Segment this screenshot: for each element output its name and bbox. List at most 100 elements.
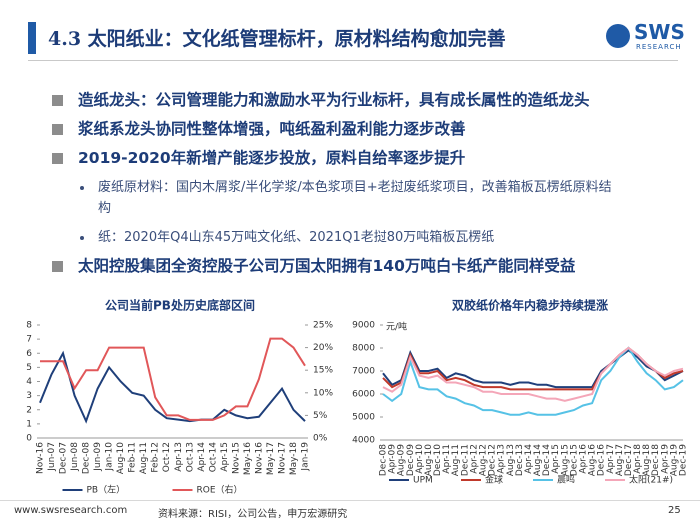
y-tick-label: 6000 bbox=[352, 390, 375, 400]
x-tick-label: May-18 bbox=[289, 442, 299, 475]
x-tick-label: Apr-12 bbox=[469, 444, 479, 474]
header-title: 4.3 太阳纸业：文化纸管理标杆，原材料结构愈加完善 bbox=[48, 28, 506, 50]
header-bar bbox=[28, 22, 36, 54]
x-tick-label: Aug-19 bbox=[669, 444, 679, 477]
legend-label: 晨鸣 bbox=[557, 474, 575, 486]
x-tick-label: Apr-13 bbox=[174, 442, 184, 472]
x-tick-label: Apr-11 bbox=[442, 444, 452, 474]
x-tick-label: Nov-15 bbox=[231, 442, 241, 474]
x-tick-label: Dec-16 bbox=[597, 444, 607, 476]
y-tick-label: 4 bbox=[26, 377, 32, 387]
bullet-list: 造纸龙头：公司管理能力和激励水平为行业标杆，具有成长属性的造纸龙头 浆纸系龙头协同… bbox=[52, 90, 662, 285]
chart-title: 双胶纸价格年内稳步持续提涨 bbox=[452, 298, 608, 313]
x-tick-label: May-16 bbox=[243, 442, 253, 475]
x-tick-label: Dec-10 bbox=[433, 444, 443, 476]
x-tick-label: Apr-13 bbox=[497, 444, 507, 474]
x-tick-label: Feb-12 bbox=[151, 442, 161, 473]
legend-label: 金球 bbox=[485, 474, 503, 486]
x-tick-label: Apr-09 bbox=[388, 444, 398, 474]
series-line bbox=[382, 346, 684, 402]
x-tick-label: Dec-19 bbox=[679, 444, 689, 476]
x-tick-label: Aug-15 bbox=[560, 444, 570, 476]
x-tick-label: Aug-09 bbox=[397, 444, 407, 477]
x-tick-label: Aug-10 bbox=[116, 442, 126, 475]
x-tick-label: Aug-18 bbox=[642, 444, 652, 477]
x-tick-label: Aug-11 bbox=[139, 442, 149, 474]
sub-bullet: 纸：2020年Q4山东45万吨文化纸、2021Q1老挝80万吨箱板瓦楞纸 bbox=[52, 227, 618, 248]
logo-icon bbox=[606, 24, 630, 48]
x-tick-label: Nov-16 bbox=[254, 442, 264, 474]
x-tick-label: Apr-14 bbox=[524, 444, 534, 474]
y-tick-label: 15% bbox=[313, 366, 333, 376]
x-tick-label: Aug-10 bbox=[424, 444, 434, 477]
x-tick-label: Nov-17 bbox=[277, 442, 287, 474]
x-tick-label: Feb-11 bbox=[128, 442, 138, 473]
logo: SWS RESEARCH bbox=[606, 20, 694, 54]
x-tick-label: Dec-14 bbox=[542, 444, 552, 476]
x-tick-label: Dec-08 bbox=[82, 442, 92, 474]
y-tick-label: 3 bbox=[26, 391, 32, 401]
logo-name: SWS bbox=[634, 20, 685, 44]
x-tick-label: Aug-17 bbox=[615, 444, 625, 476]
x-tick-label: Jan-19 bbox=[301, 442, 311, 472]
x-tick-label: Nov-16 bbox=[36, 442, 46, 474]
x-tick-label: Dec-15 bbox=[569, 444, 579, 476]
footer-source: 资料来源：RISI，公司公告，申万宏源研究 bbox=[158, 509, 348, 520]
x-tick-label: Aug-11 bbox=[451, 444, 461, 476]
x-tick-label: May-17 bbox=[266, 442, 276, 475]
unit-label: 元/吨 bbox=[386, 321, 407, 333]
header-rule bbox=[28, 60, 678, 61]
x-tick-label: Apr-15 bbox=[220, 442, 230, 472]
legend-label: UPM bbox=[413, 476, 433, 486]
x-tick-label: Apr-19 bbox=[660, 444, 670, 474]
x-tick-label: Dec-17 bbox=[624, 444, 634, 476]
series-line bbox=[382, 346, 684, 416]
x-tick-label: Dec-18 bbox=[651, 444, 661, 476]
footer-rule bbox=[0, 500, 700, 501]
logo-sub: RESEARCH bbox=[636, 43, 682, 51]
bullet: 浆纸系龙头协同性整体增强，吨纸盈利盈利能力逐步改善 bbox=[52, 119, 662, 139]
x-tick-label: Dec-07 bbox=[59, 442, 69, 474]
y-tick-label: 6 bbox=[26, 349, 32, 359]
y-tick-label: 1 bbox=[26, 419, 32, 429]
y-tick-label: 7 bbox=[26, 335, 32, 345]
x-tick-label: Aug-16 bbox=[588, 444, 598, 477]
x-tick-label: Jan-10 bbox=[105, 442, 115, 472]
x-tick-label: Jun-08 bbox=[70, 442, 80, 472]
x-tick-label: Dec-12 bbox=[488, 444, 498, 476]
x-tick-label: Apr-10 bbox=[415, 444, 425, 474]
bullet: 太阳控股集团全资控股子公司万国太阳拥有140万吨白卡纸产能同样受益 bbox=[52, 256, 662, 276]
charts: 公司当前PB处历史底部区间 0 1 2 3 4 5 6 7 8 0% 5% 10% 15% 20% 25% No… bbox=[26, 298, 689, 496]
y-tick-label: 5000 bbox=[352, 413, 375, 423]
y-tick-label: 7000 bbox=[352, 367, 375, 377]
page-number: 25 bbox=[668, 505, 681, 516]
x-tick-label: Aug-12 bbox=[479, 444, 489, 476]
y-tick-label: 9000 bbox=[352, 321, 375, 331]
y-tick-label: 0% bbox=[313, 434, 328, 444]
bullet: 2019-2020年新增产能逐步投放，原料自给率逐步提升 bbox=[52, 148, 662, 168]
y-tick-label: 2 bbox=[26, 405, 32, 415]
y-tick-label: 0 bbox=[26, 434, 32, 444]
x-tick-label: Apr-15 bbox=[551, 444, 561, 474]
legend-label: ROE（右） bbox=[197, 484, 243, 496]
x-tick-label: Dec-13 bbox=[515, 444, 525, 476]
y-tick-label: 25% bbox=[313, 321, 333, 331]
legend-label: PB（左） bbox=[87, 484, 126, 496]
y-tick-label: 4000 bbox=[352, 436, 375, 446]
x-tick-label: Oct-12 bbox=[162, 442, 172, 472]
y-tick-label: 5% bbox=[313, 411, 328, 421]
x-tick-label: Aug-13 bbox=[506, 444, 516, 476]
footer-url: www.swsresearch.com bbox=[14, 505, 128, 516]
x-tick-label: Oct-13 bbox=[185, 442, 195, 472]
legend-label: 太阳(21#) bbox=[629, 474, 673, 486]
x-tick-label: Aug-14 bbox=[533, 444, 543, 477]
x-tick-label: Jun-09 bbox=[93, 442, 103, 472]
y-tick-label: 20% bbox=[313, 343, 333, 353]
x-tick-label: Oct-14 bbox=[208, 442, 218, 473]
x-tick-label: Dec-08 bbox=[379, 444, 389, 476]
y-tick-label: 8 bbox=[26, 321, 32, 331]
y-tick-label: 5 bbox=[26, 363, 32, 373]
x-tick-label: Apr-14 bbox=[197, 442, 207, 472]
chart-title: 公司当前PB处历史底部区间 bbox=[105, 298, 255, 313]
